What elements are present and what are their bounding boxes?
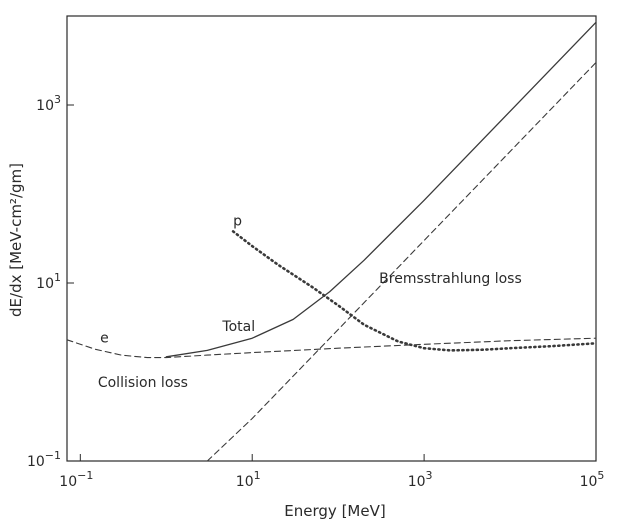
annotation-group: p e Total Bremsstrahlung loss Collision loss: [98, 214, 522, 391]
y-tick-label: 10−1: [27, 449, 61, 470]
y-ticks: 10−1 101 103: [27, 93, 74, 470]
x-tick-label: 10−1: [59, 469, 93, 490]
x-tick-label: 101: [236, 469, 261, 490]
series-line-bremsstrahlung-loss: [206, 61, 597, 462]
annotation-p: p: [233, 214, 242, 230]
annotation-collision-loss: Collision loss: [98, 375, 188, 391]
y-axis-label: dE/dx [MeV-cm²/gm]: [7, 163, 25, 317]
plot-frame: [66, 15, 597, 462]
series-line-total: [165, 21, 597, 358]
annotation-e: e: [100, 330, 109, 346]
series-line-p: [231, 230, 598, 352]
y-tick-label: 101: [36, 271, 61, 292]
x-ticks: 10−1 101 103 105: [59, 454, 604, 490]
x-axis-label: Energy [MeV]: [284, 502, 385, 520]
series-group: [66, 21, 598, 462]
y-tick-label: 103: [36, 93, 61, 114]
annotation-bremsstrahlung-loss: Bremsstrahlung loss: [379, 271, 522, 287]
x-tick-label: 103: [408, 469, 433, 490]
series-line-e: [66, 337, 597, 359]
x-tick-label: 105: [580, 469, 605, 490]
annotation-total: Total: [221, 319, 255, 335]
